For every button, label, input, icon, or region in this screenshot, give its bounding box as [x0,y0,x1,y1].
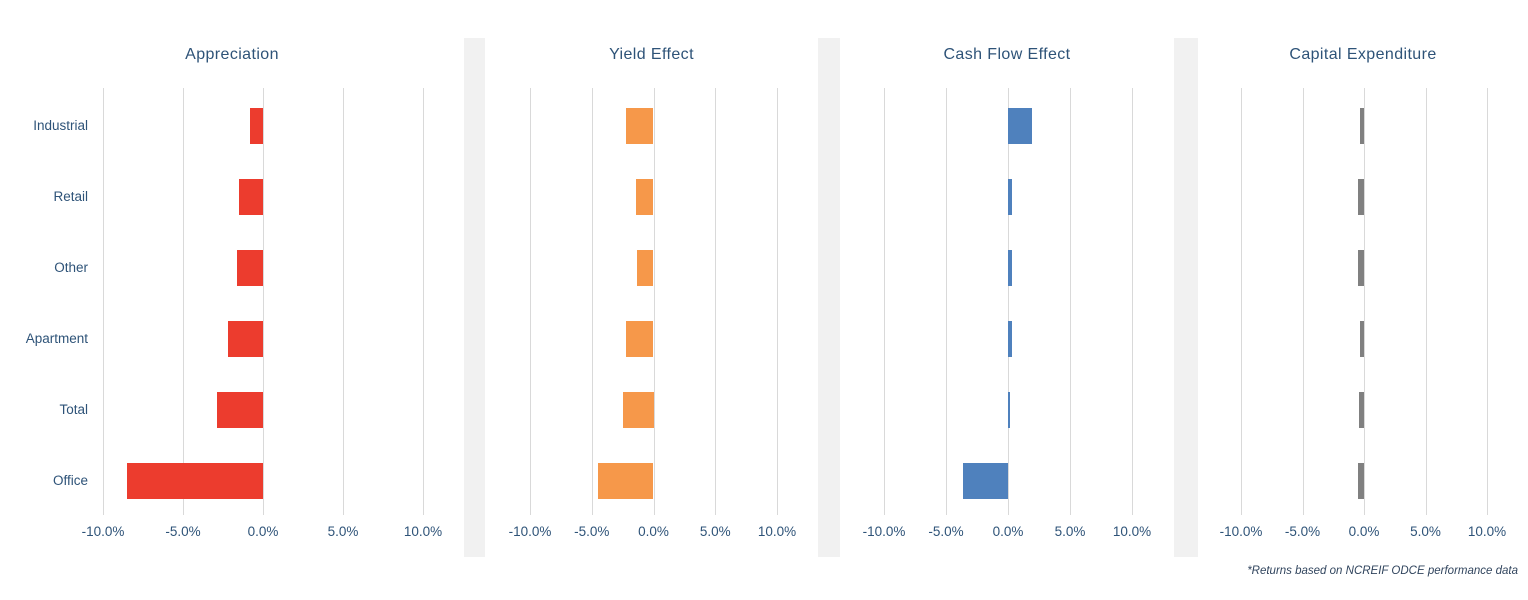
gridline-capital-expenditure-5 [1425,88,1427,515]
panel-divider-1 [464,38,485,557]
x-tick-label-appreciation-3: 5.0% [327,524,359,539]
bar-appreciation-apartment [227,320,263,357]
footnote: *Returns based on NCREIF ODCE performanc… [1247,565,1518,577]
bar-capital-expenditure-other [1357,249,1364,286]
gridline-cash-flow-effect-0 [1008,88,1009,515]
gridline-yield-effect-0 [653,88,655,515]
chart-title-yield-effect: Yield Effect [609,46,694,63]
gridline-capital-expenditure-0 [1364,88,1365,515]
x-tick-label-cash-flow-effect-0: -10.0% [862,524,906,539]
gridline-cash-flow-effect--5 [946,88,947,515]
category-label-retail: Retail [53,188,88,204]
gridline-appreciation--5 [183,88,184,515]
x-tick-label-capital-expenditure-2: 0.0% [1348,524,1380,539]
chart-title-cash-flow-effect: Cash Flow Effect [943,46,1071,63]
bar-capital-expenditure-apartment [1360,320,1364,357]
x-tick-label-cash-flow-effect-4: 10.0% [1112,524,1152,539]
x-tick-label-yield-effect-2: 0.0% [638,524,669,539]
bar-capital-expenditure-retail [1357,178,1364,215]
bar-cash-flow-effect-apartment [1008,320,1012,357]
bar-yield-effect-apartment [626,320,654,357]
category-label-industrial: Industrial [33,117,88,133]
bar-yield-effect-office [597,462,654,499]
chart-title-capital-expenditure: Capital Expenditure [1289,46,1437,63]
x-tick-label-appreciation-1: -5.0% [165,524,201,539]
gridline-capital-expenditure-10 [1487,88,1488,515]
x-tick-label-yield-effect-0: -10.0% [508,524,552,539]
gridline-appreciation--10 [103,88,104,515]
bar-cash-flow-effect-industrial [1008,107,1032,144]
x-tick-label-capital-expenditure-3: 5.0% [1410,524,1441,539]
gridline-yield-effect-10 [777,88,778,515]
x-tick-label-capital-expenditure-1: -5.0% [1284,524,1321,539]
bar-appreciation-industrial [250,107,263,144]
bar-appreciation-office [127,462,263,499]
bar-appreciation-total [216,391,263,428]
category-label-total: Total [59,401,88,417]
gridline-capital-expenditure--10 [1241,88,1242,515]
panel-divider-3 [1174,38,1198,557]
x-tick-label-appreciation-4: 10.0% [403,524,443,539]
x-tick-label-cash-flow-effect-1: -5.0% [928,524,964,539]
bar-yield-effect-total [622,391,654,428]
gridline-yield-effect--10 [530,88,531,515]
bar-cash-flow-effect-total [1008,391,1011,428]
bar-appreciation-other [237,249,263,286]
panel-divider-2 [818,38,840,557]
category-label-office: Office [52,472,88,488]
category-label-other: Other [54,259,88,275]
bar-yield-effect-retail [636,178,654,215]
bar-cash-flow-effect-other [1008,249,1012,286]
x-tick-label-appreciation-2: 0.0% [247,524,279,539]
bar-capital-expenditure-office [1357,462,1364,499]
gridline-yield-effect-5 [715,88,717,515]
gridline-capital-expenditure--5 [1302,88,1304,515]
gridline-appreciation-0 [263,88,264,515]
bar-capital-expenditure-total [1359,391,1364,428]
gridline-yield-effect--5 [591,88,593,515]
x-tick-label-yield-effect-1: -5.0% [574,524,610,539]
bar-cash-flow-effect-office [963,462,1008,499]
gridline-cash-flow-effect-5 [1070,88,1071,515]
chart-title-appreciation: Appreciation [185,46,279,63]
bar-cash-flow-effect-retail [1008,178,1012,215]
x-tick-label-capital-expenditure-0: -10.0% [1219,524,1263,539]
bar-yield-effect-other [637,249,654,286]
x-tick-label-appreciation-0: -10.0% [81,524,125,539]
gridline-cash-flow-effect--10 [884,88,885,515]
bar-capital-expenditure-industrial [1360,107,1364,144]
gridline-cash-flow-effect-10 [1132,88,1133,515]
x-tick-label-cash-flow-effect-2: 0.0% [992,524,1024,539]
bar-yield-effect-industrial [626,107,654,144]
gridline-appreciation-10 [423,88,424,515]
x-tick-label-yield-effect-3: 5.0% [699,524,731,539]
bar-appreciation-retail [239,178,263,215]
x-tick-label-yield-effect-4: 10.0% [757,524,797,539]
gridline-appreciation-5 [343,88,344,515]
x-tick-label-cash-flow-effect-3: 5.0% [1054,524,1086,539]
x-tick-label-capital-expenditure-4: 10.0% [1467,524,1507,539]
category-label-apartment: Apartment [25,330,88,346]
